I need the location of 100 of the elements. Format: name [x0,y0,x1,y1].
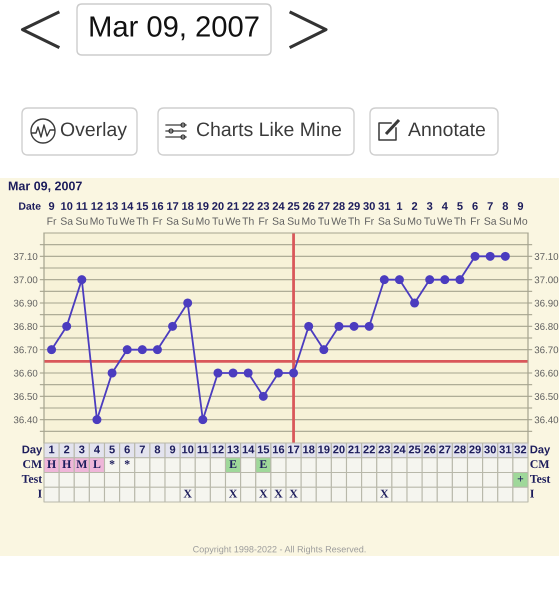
point [108,368,117,378]
text: Copyright 1998-2022 - All Rights Reserved. [193,546,366,554]
x-tick-label: 15 [258,446,270,454]
text: M [76,460,88,468]
x-tick-label: 7 [140,446,145,454]
point [228,368,238,378]
x-tick-label: 2 Mo [408,202,422,225]
text: E [260,460,267,468]
point [289,368,298,378]
y2-tick-label: 37.00 [534,276,558,284]
y2-tick-label: 36.40 [534,416,558,424]
x-tick-label: 27 [439,445,451,454]
y2-tick-label: 37.10 [534,253,558,260]
point [425,275,434,284]
x-tick-label: 19 Mo [196,202,210,225]
x-axis-title: Date [19,202,41,210]
text: Overlay [60,122,127,140]
x-tick-label: 1 [49,446,54,454]
y2-tick-label: 36.50 [534,393,558,400]
y2-tick-label: CM [530,460,550,468]
point [138,345,147,354]
x-tick-label: 16 Fr [152,202,164,225]
y-tick-label: 37.10 [14,253,38,260]
point [62,322,72,331]
x-tick-label: 24 Sa [272,202,285,225]
x-tick-label: 9 Fr [48,202,56,225]
point [486,252,495,261]
x-tick-label: 13 [228,445,239,454]
text: X [274,490,283,498]
x-tick-label: 8 Su [499,202,511,225]
point [244,368,253,378]
text: * [124,460,130,465]
x-tick-label: 23 [378,445,390,454]
x-tick-label: 26 [424,445,436,454]
x-tick-label: 8 [154,445,160,454]
x-tick-label: 12 Mo [90,202,104,225]
point [380,275,389,284]
x-tick-label: 4 [94,446,100,454]
y-tick-label: I [38,490,42,498]
text: Annotate [408,122,485,136]
text: X [229,490,238,498]
point [168,322,178,331]
y-tick-label: Test [22,474,42,483]
point [198,415,208,424]
x-tick-label: 21 [348,445,360,454]
x-tick-label: 25 Su [288,202,300,225]
x-tick-label: 23 Fr [258,202,270,225]
x-tick-label: 29 Th [348,202,360,225]
point [304,322,314,331]
x-tick-label: 9 Mo [514,202,528,225]
x-tick-label: 9 [170,445,176,454]
x-tick-label: 18 [303,445,315,454]
point [394,275,404,284]
text: Day [530,446,550,456]
y-tick-label: 36.50 [14,393,38,400]
point [92,415,102,424]
x-tick-label: 6 [124,445,130,454]
x-tick-label: 22 [363,445,375,454]
x-tick-label: 14 We [120,202,134,225]
text: * [110,460,115,465]
x-tick-label: 2 [64,445,70,454]
y2-tick-label: 36.70 [534,346,558,354]
point [213,368,222,378]
chart-title: Mar 09, 2007 [8,182,82,192]
text: X [259,490,268,498]
y-tick-label: 36.60 [14,370,38,377]
text: Mar 09, 2007 [90,16,258,40]
y-tick-label: 37.00 [14,276,38,284]
x-tick-label: 5 Th [454,202,466,225]
x-tick-label: 27 Tu [318,202,330,225]
x-tick-label: 4 We [437,202,452,225]
x-tick-label: 31 Sa [378,202,391,225]
y2-tick-label: 36.80 [534,323,558,330]
point [122,345,132,354]
y2-tick-label: 36.60 [534,370,558,377]
x-tick-label: 17 [288,446,300,454]
x-tick-label: 32 [514,445,526,454]
y2-tick-label: I [530,490,534,498]
x-tick-label: 25 [408,445,420,454]
point [455,275,464,284]
y-tick-label: 36.70 [14,346,38,354]
text: H [47,460,56,468]
text: L [93,460,100,468]
y2-tick-label: Test [530,474,550,483]
text: X [290,490,298,498]
y-tick-label: CM [23,460,42,468]
y-tick-label: 36.80 [14,323,38,330]
point [319,345,328,354]
point [258,392,268,401]
point [183,298,192,308]
text: X [184,490,192,498]
point [350,322,359,331]
point [334,322,344,331]
x-tick-label: 13 Tu [106,202,118,225]
point [470,252,480,261]
point [152,345,162,354]
x-tick-label: 10 [182,445,194,454]
x-tick-label: 28 We [331,202,346,225]
x-tick-label: 18 Su [182,202,194,225]
x-tick-label: 20 Tu [212,202,224,225]
